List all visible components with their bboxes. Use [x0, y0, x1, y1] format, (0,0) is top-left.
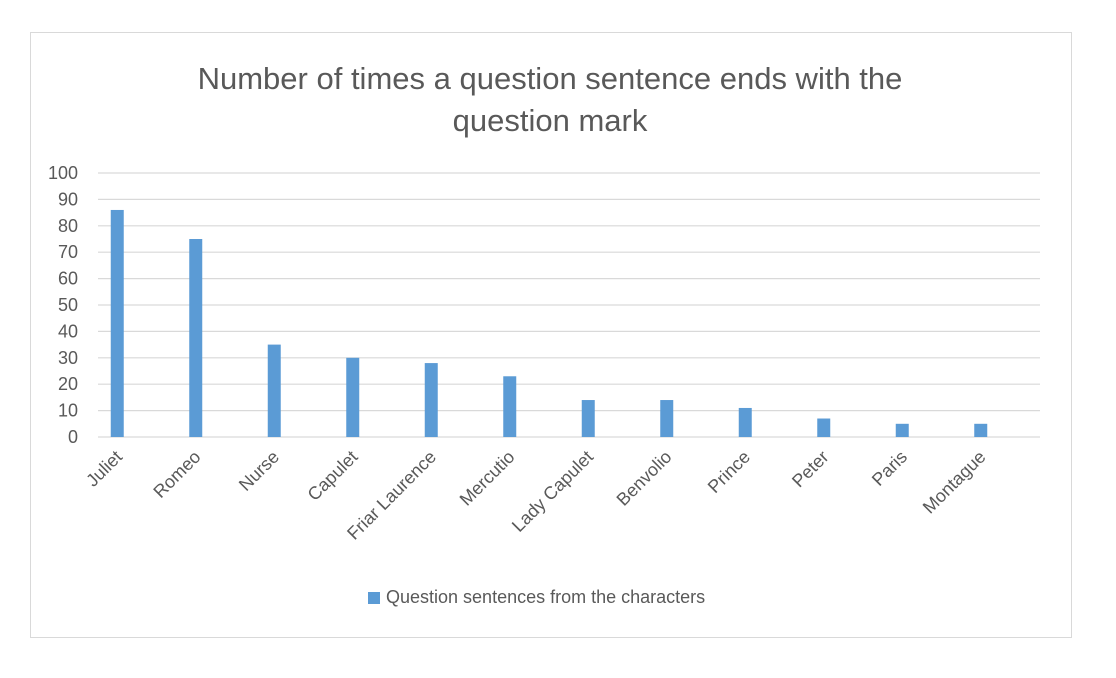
- x-tick-label: Paris: [868, 447, 911, 490]
- legend-swatch: [368, 591, 380, 604]
- bar-peter: [817, 418, 831, 437]
- chart-title-line-2: question mark: [452, 103, 648, 138]
- y-tick-label: 30: [58, 348, 78, 368]
- y-tick-label: 80: [58, 216, 78, 236]
- bar-capulet: [346, 357, 360, 437]
- x-tick-label: Juliet: [82, 447, 126, 491]
- x-tick-label: Montague: [919, 447, 990, 518]
- gridlines: [98, 172, 1040, 438]
- bar-nurse: [267, 344, 281, 437]
- x-tick-label: Mercutio: [456, 447, 519, 510]
- legend: Question sentences from the characters: [368, 587, 705, 608]
- bar-lady-capulet: [581, 400, 595, 437]
- y-tick-label: 20: [58, 374, 78, 394]
- bar-paris: [895, 423, 909, 437]
- y-tick-label: 50: [58, 295, 78, 315]
- y-tick-label: 90: [58, 189, 78, 209]
- y-tick-label: 10: [58, 401, 78, 421]
- x-tick-label: Nurse: [235, 447, 283, 495]
- y-tick-label: 70: [58, 242, 78, 262]
- x-tick-label: Romeo: [149, 447, 204, 502]
- bar-benvolio: [660, 400, 674, 437]
- x-tick-label: Prince: [704, 447, 754, 497]
- y-tick-label: 0: [68, 427, 78, 447]
- x-tick-label: Capulet: [304, 447, 362, 505]
- chart-title: Number of times a question sentence ends…: [0, 58, 1100, 142]
- bar-romeo: [189, 239, 203, 437]
- x-tick-label: Peter: [788, 447, 833, 492]
- bar-juliet: [110, 209, 124, 437]
- legend-label: Question sentences from the characters: [386, 587, 706, 607]
- chart-title-line-1: Number of times a question sentence ends…: [197, 61, 903, 96]
- x-tick-label: Lady Capulet: [508, 447, 597, 536]
- bar-montague: [974, 423, 988, 437]
- bar-prince: [738, 407, 752, 437]
- x-tick-label: Benvolio: [613, 447, 676, 510]
- y-tick-label: 100: [48, 163, 78, 183]
- bar-mercutio: [503, 376, 517, 437]
- y-axis-tick-labels: 0 10 20 30 40 50 60 70 80 90 100: [48, 163, 78, 447]
- chart-frame: [30, 32, 1072, 638]
- y-tick-label: 40: [58, 321, 78, 341]
- y-tick-label: 60: [58, 269, 78, 289]
- bars: [110, 209, 988, 437]
- bar-friar-laurence: [424, 363, 438, 437]
